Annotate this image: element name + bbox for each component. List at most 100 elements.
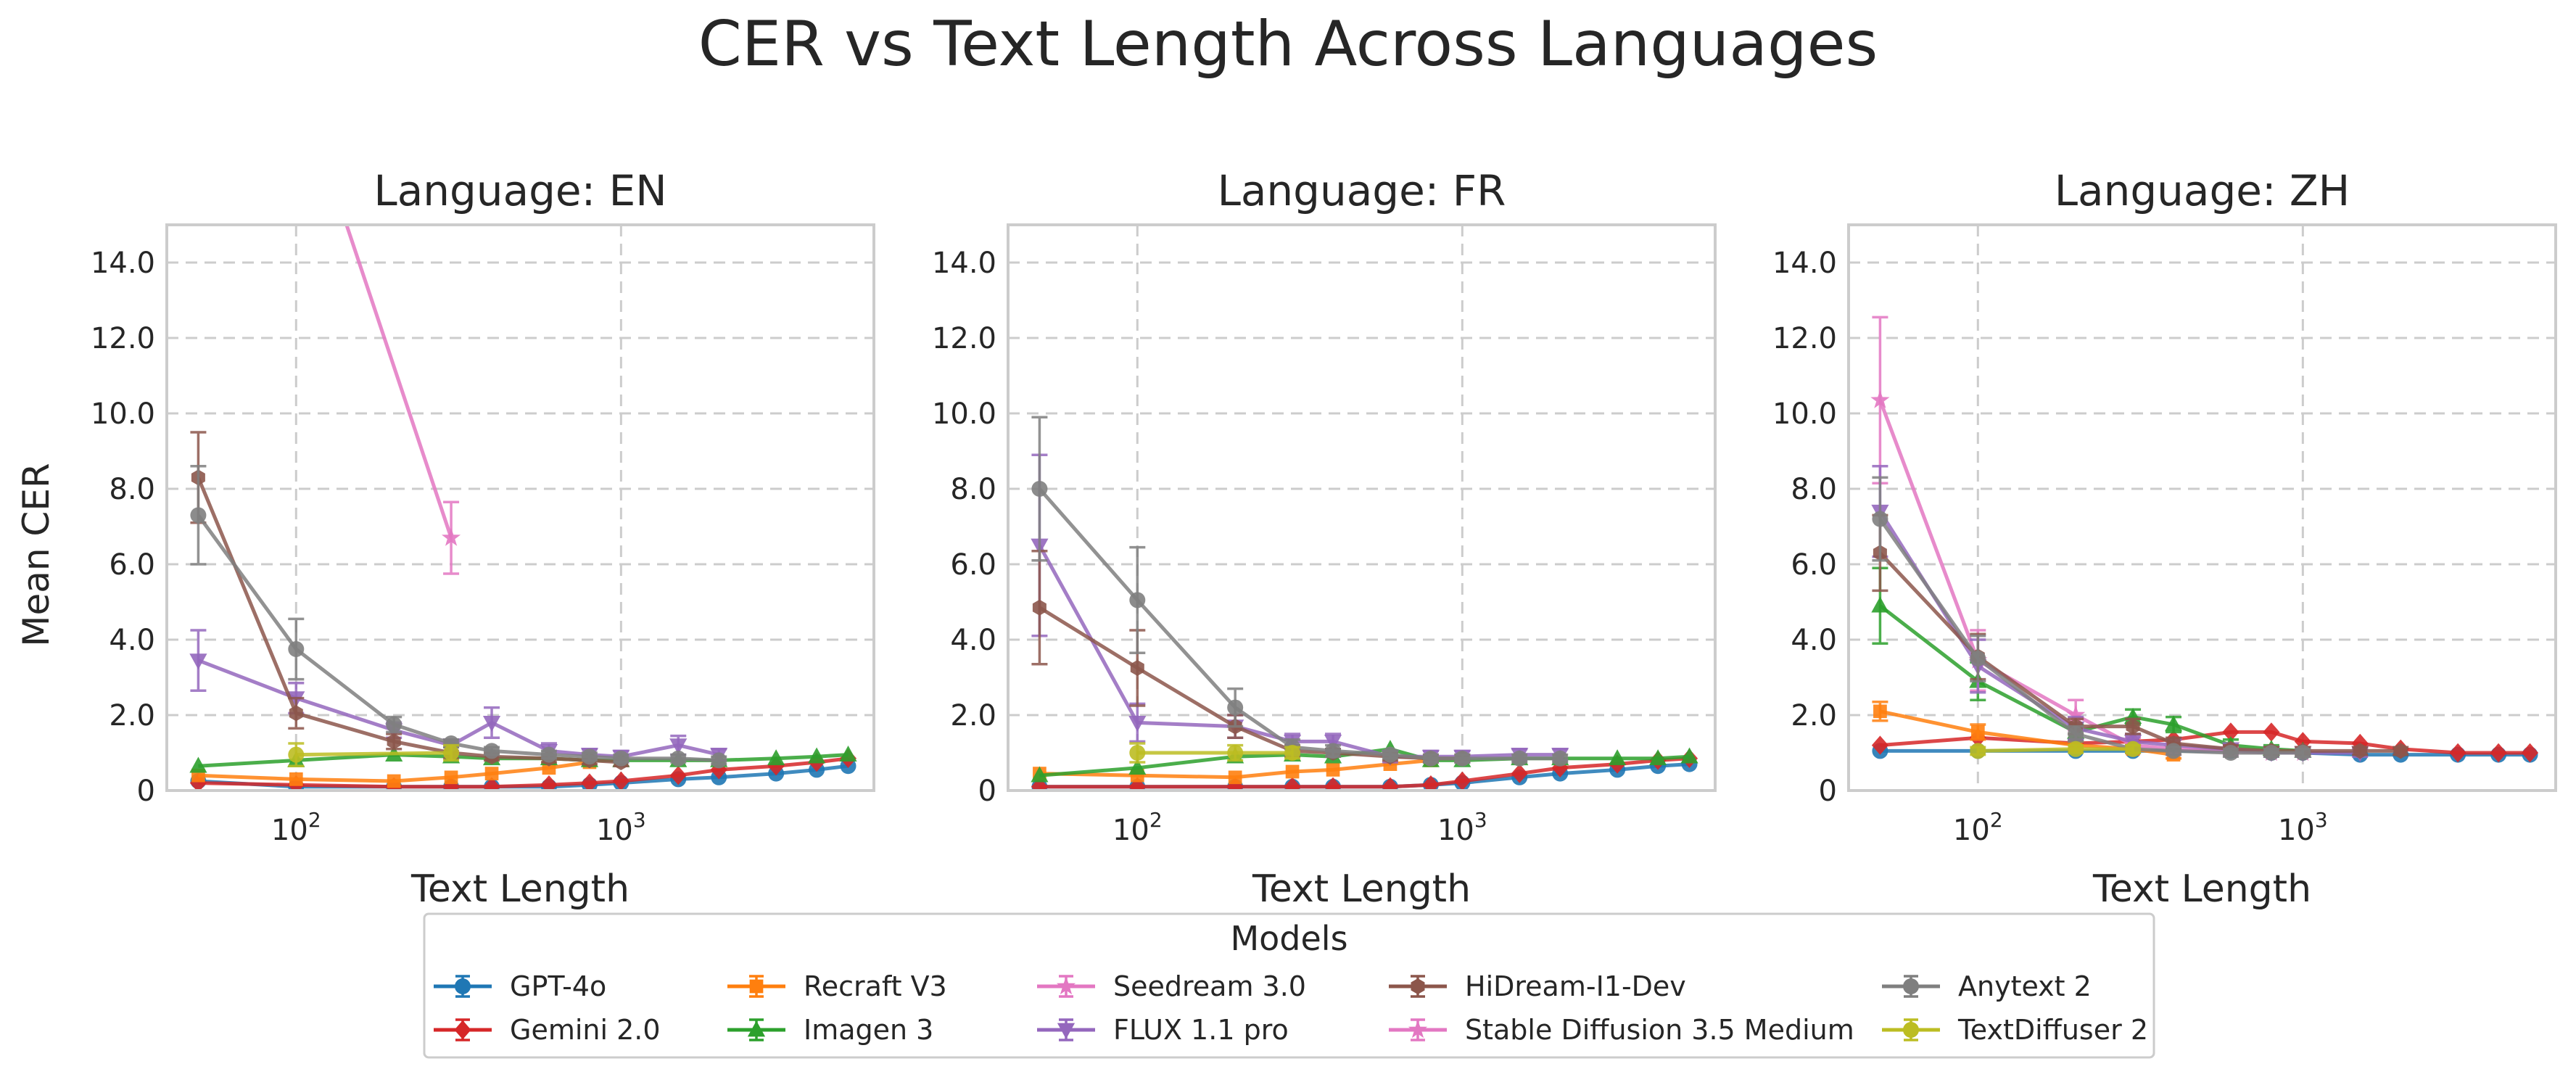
panel-en: 0 2.0 4.0 6.0 8.0 10.0 12.0 14.0 102 103 Language:… xyxy=(91,64,875,911)
y-tick-label: 6.0 xyxy=(1791,548,1837,582)
data-point xyxy=(1130,660,1144,676)
series-textdiffuser-2 xyxy=(1970,740,2142,759)
data-point xyxy=(669,766,687,785)
data-point xyxy=(1870,390,1890,408)
data-point xyxy=(1382,777,1399,791)
plot-area xyxy=(167,225,874,791)
legend-marker xyxy=(749,979,764,994)
plot-area xyxy=(1849,225,2556,791)
legend-item: Gemini 2.0 xyxy=(434,1014,661,1046)
legend-marker xyxy=(1056,976,1076,995)
legend-item: Seedream 3.0 xyxy=(1037,970,1306,1002)
data-point xyxy=(288,641,305,658)
x-tick-label: 102 xyxy=(1953,808,2003,847)
series-textdiffuser-2 xyxy=(288,742,460,767)
data-point xyxy=(483,777,500,791)
x-axis-label: Text Length xyxy=(2092,867,2311,911)
y-tick-label: 8.0 xyxy=(109,473,155,506)
y-tick-label: 0 xyxy=(137,775,155,808)
data-point xyxy=(1970,725,1985,739)
data-point xyxy=(1285,764,1300,779)
y-tick-label: 12.0 xyxy=(932,322,996,355)
legend-marker xyxy=(454,1020,471,1040)
legend-marker xyxy=(1411,978,1425,994)
data-point xyxy=(286,64,305,82)
panel-zh: 0 2.0 4.0 6.0 8.0 10.0 12.0 14.0 102 103 Language:… xyxy=(1772,166,2557,911)
y-tick-label: 14.0 xyxy=(932,247,996,280)
y-axis-label: Mean CER xyxy=(15,463,57,646)
data-point xyxy=(1871,596,1889,613)
series-seedream-3-0 xyxy=(286,64,461,575)
data-point xyxy=(1511,750,1528,767)
series-group xyxy=(1031,416,1698,791)
data-point xyxy=(1680,747,1698,764)
data-point xyxy=(484,743,500,759)
series-group xyxy=(189,64,857,791)
panel-title: Language: ZH xyxy=(2055,166,2350,215)
data-point xyxy=(1031,481,1048,497)
legend-item: TextDiffuser 2 xyxy=(1882,1014,2148,1046)
series-line xyxy=(344,225,453,539)
data-point xyxy=(581,748,598,765)
y-tick-label: 6.0 xyxy=(950,548,996,582)
y-tick-label: 10.0 xyxy=(1772,397,1837,431)
data-point xyxy=(289,772,303,786)
data-point xyxy=(2263,722,2280,742)
y-tick-label: 10.0 xyxy=(932,397,996,431)
legend-label: TextDiffuser 2 xyxy=(1957,1014,2148,1046)
legend-item: Stable Diffusion 3.5 Medium xyxy=(1389,1014,1854,1046)
legend-marker xyxy=(1408,1020,1428,1039)
data-point xyxy=(612,771,629,791)
data-point xyxy=(443,745,460,761)
data-point xyxy=(2125,740,2142,757)
data-point xyxy=(2353,743,2367,759)
legend-label: Stable Diffusion 3.5 Medium xyxy=(1465,1014,1854,1046)
data-point xyxy=(1284,777,1301,791)
series-line xyxy=(1038,544,1561,759)
data-point xyxy=(1454,750,1471,767)
data-point xyxy=(1609,749,1627,766)
x-axis-label: Text Length xyxy=(410,867,629,911)
y-tick-label: 4.0 xyxy=(1791,624,1837,657)
data-point xyxy=(386,717,402,733)
data-point xyxy=(581,773,598,791)
data-point xyxy=(1129,592,1146,608)
x-tick-label: 102 xyxy=(1112,808,1163,847)
data-point xyxy=(444,770,458,785)
panel-title: Language: FR xyxy=(1218,166,1506,215)
y-tick-label: 12.0 xyxy=(91,322,155,355)
series-anytext-2 xyxy=(1031,416,1569,767)
data-point xyxy=(1032,599,1046,616)
plot-frame xyxy=(1847,223,2557,792)
data-point xyxy=(710,760,727,780)
data-point xyxy=(2521,743,2539,763)
data-point xyxy=(387,774,401,788)
y-tick-label: 12.0 xyxy=(1772,322,1837,355)
data-point xyxy=(484,767,499,780)
legend: Models GPT-4o Gemini 2.0 Recraft V3 Imagen 3… xyxy=(423,912,2155,1059)
y-tick-label: 8.0 xyxy=(1791,473,1837,506)
data-point xyxy=(1551,758,1569,777)
y-tick-label: 4.0 xyxy=(950,624,996,657)
legend-label: Seedream 3.0 xyxy=(1113,970,1306,1002)
chart-panels: 0 2.0 4.0 6.0 8.0 10.0 12.0 14.0 102 103 Language:… xyxy=(91,64,2557,911)
data-point xyxy=(2263,745,2279,761)
legend-label: HiDream-I1-Dev xyxy=(1465,970,1686,1002)
legend-label: Anytext 2 xyxy=(1958,970,2092,1002)
data-point xyxy=(1872,511,1888,527)
y-tick-label: 6.0 xyxy=(109,548,155,582)
y-tick-label: 8.0 xyxy=(950,473,996,506)
data-point xyxy=(189,756,207,773)
y-tick-label: 2.0 xyxy=(950,699,996,733)
data-point xyxy=(1324,777,1342,791)
y-tick-label: 0 xyxy=(978,775,996,808)
legend-label: Gemini 2.0 xyxy=(510,1014,661,1046)
plot-frame xyxy=(1007,223,1717,792)
data-point xyxy=(613,750,629,767)
legend-item: GPT-4o xyxy=(434,970,606,1002)
x-tick-label: 102 xyxy=(271,808,321,847)
series-anytext-2 xyxy=(190,465,727,769)
data-point xyxy=(190,507,207,524)
data-point xyxy=(2222,745,2239,761)
